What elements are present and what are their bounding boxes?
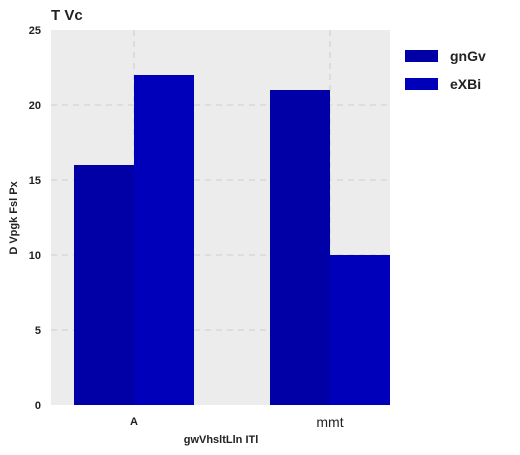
x-axis-label: gwVhsltLln ITl	[184, 434, 259, 446]
x-tick-label: A	[130, 416, 138, 428]
y-tick-labels: 0 5 10 15 20 25	[29, 25, 41, 412]
bar-eXBi-mmt	[330, 255, 390, 405]
y-tick-label: 20	[29, 100, 41, 112]
y-tick-label: 25	[29, 25, 41, 37]
legend-swatch-gngv	[405, 50, 438, 62]
legend-label-exbi: eXBi	[450, 76, 482, 92]
bars	[74, 75, 390, 405]
y-tick-label: 0	[35, 400, 41, 412]
legend-swatch-exbi	[405, 78, 438, 90]
bar-eXBi-A	[134, 75, 194, 405]
y-axis-label: D Vpgk Fsl Px	[8, 180, 20, 254]
bar-gnGv-mmt	[270, 90, 330, 405]
chart-title: T Vc	[51, 7, 83, 24]
x-tick-label: mmt	[316, 414, 343, 430]
y-tick-label: 10	[29, 250, 41, 262]
y-tick-label: 15	[29, 175, 41, 187]
y-tick-label: 5	[35, 325, 41, 337]
chart-legend: gnGv eXBi	[405, 42, 486, 98]
legend-item-exbi: eXBi	[405, 70, 486, 98]
legend-item-gngv: gnGv	[405, 42, 486, 70]
bar-gnGv-A	[74, 165, 134, 405]
legend-label-gngv: gnGv	[450, 48, 486, 64]
